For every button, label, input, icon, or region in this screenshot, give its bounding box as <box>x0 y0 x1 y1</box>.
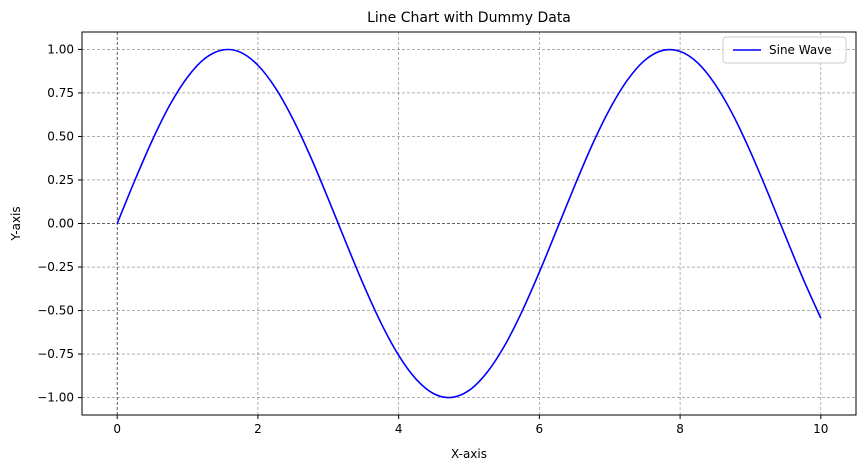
y-tick-label: 0.50 <box>47 129 74 143</box>
series-line <box>116 48 822 399</box>
y-tick-label: −0.50 <box>37 304 74 318</box>
legend-label: Sine Wave <box>769 43 832 57</box>
x-tick-label: 0 <box>113 422 121 436</box>
legend: Sine Wave <box>722 36 847 64</box>
x-axis-label: X-axis <box>451 447 487 461</box>
y-tick-label: 0.25 <box>47 173 74 187</box>
legend-box <box>722 36 847 64</box>
y-tick-label: 0.75 <box>47 86 74 100</box>
y-tick-label: −0.25 <box>37 260 74 274</box>
series-layer <box>116 48 822 399</box>
y-tick-label: 1.00 <box>47 42 74 56</box>
x-tick-label: 6 <box>536 422 544 436</box>
y-tick-label: 0.00 <box>47 217 74 231</box>
y-axis-ticks: −1.00 −0.75 −0.50 −0.25 0.00 0.25 0.50 0.75 1.00 <box>37 42 82 405</box>
y-tick-label: −0.75 <box>37 347 74 361</box>
x-tick-label: 2 <box>254 422 262 436</box>
chart-title: Line Chart with Dummy Data <box>367 10 571 26</box>
y-tick-label: −1.00 <box>37 391 74 405</box>
x-tick-label: 8 <box>676 422 684 436</box>
y-axis-label: Y-axis <box>9 206 23 241</box>
x-tick-label: 4 <box>395 422 403 436</box>
x-tick-label: 10 <box>813 422 828 436</box>
x-axis-ticks: 0 2 4 6 8 10 <box>113 415 828 436</box>
